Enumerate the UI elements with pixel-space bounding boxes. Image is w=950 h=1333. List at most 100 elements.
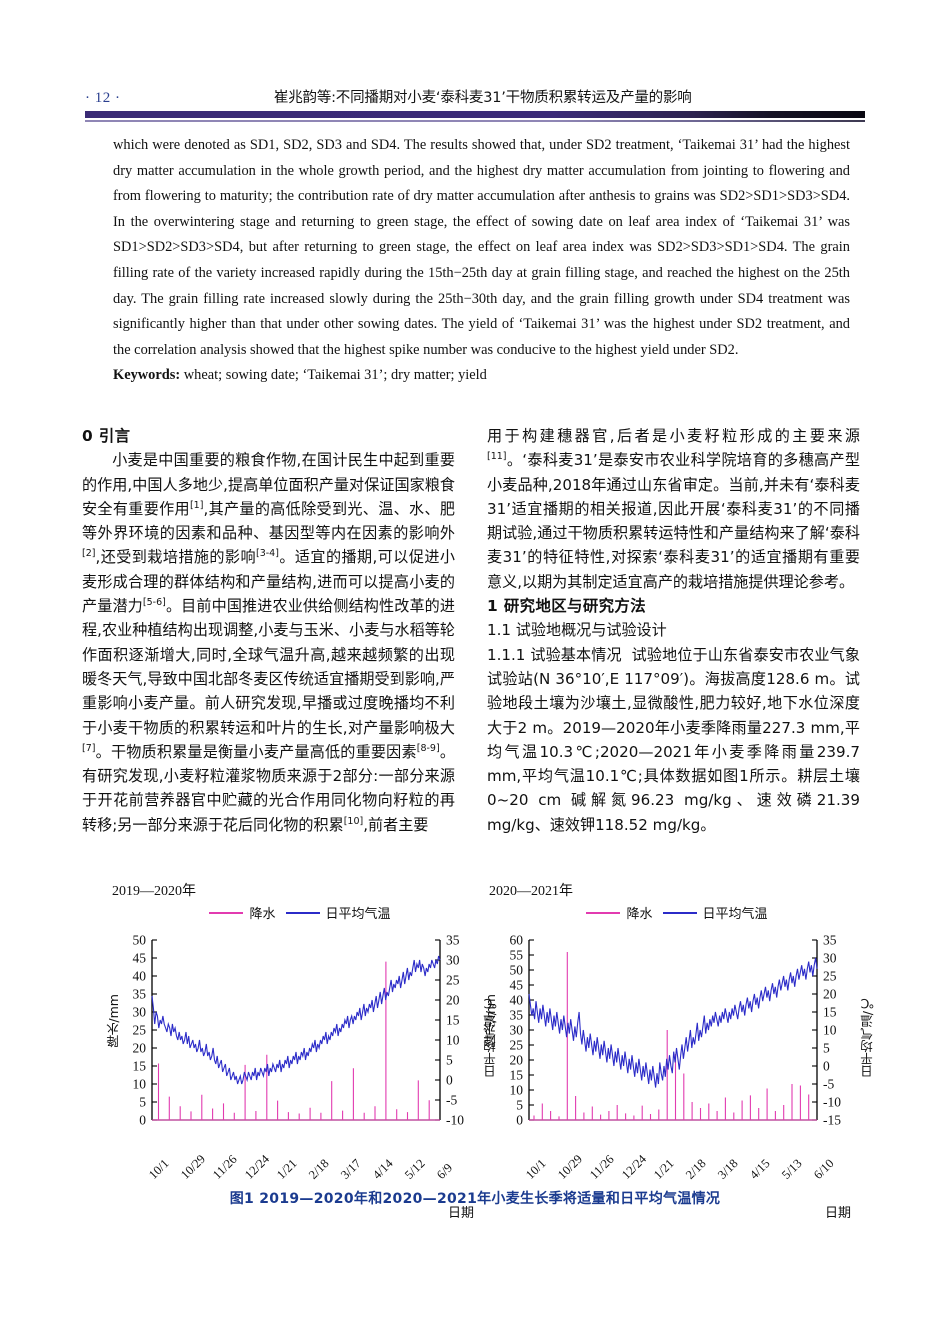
subsection-1-1-1: 1.1.1 试验基本情况 试验地位于山东省泰安市农业气象试验站(N 36°10′… [487, 643, 860, 837]
svg-text:35: 35 [823, 933, 837, 948]
svg-text:-15: -15 [823, 1113, 841, 1128]
intro-cont-part-2: 。‘泰科麦31’是泰安市农业科学院培育的多穗高产型小麦品种,2018年通过山东省… [487, 451, 860, 591]
svg-text:45: 45 [510, 978, 524, 993]
chart-b-plot: 降水/mm 日平均气温/℃ 0 5 10 15 20 25 30 35 40 45 50 55 60 -… [477, 922, 877, 1172]
abstract-block: which were denoted as SD1, SD2, SD3 and … [113, 133, 850, 389]
intro-part-3: ,还受到栽培措施的影响 [95, 548, 256, 567]
svg-text:0: 0 [516, 1113, 523, 1128]
precip-line-swatch-icon [586, 911, 621, 914]
svg-text:45: 45 [133, 951, 147, 966]
legend-label-precip: 降水 [626, 907, 653, 922]
svg-text:35: 35 [510, 1008, 524, 1023]
svg-text:5: 5 [516, 1098, 523, 1113]
svg-text:50: 50 [133, 933, 147, 948]
header-rule-gap [85, 118, 865, 120]
chart-b-ylabel-right: 日平均气温/℃ [860, 996, 875, 1078]
svg-text:-10: -10 [823, 1095, 841, 1110]
svg-text:-5: -5 [446, 1093, 457, 1108]
ref-marker-3: [3-4] [256, 548, 279, 560]
chart-a-xticks: 10/1 10/29 11/26 12/24 1/21 2/18 3/17 4/14 5/12 6… [100, 1152, 500, 1221]
svg-text:20: 20 [133, 1041, 147, 1056]
svg-text:25: 25 [823, 969, 837, 984]
chart-a-legend: 降水 日平均气温 [100, 903, 500, 922]
ref-marker-6: [8-9] [416, 742, 440, 754]
legend-label-temp: 日平均气温 [702, 907, 768, 922]
running-head: · 12 · 崔兆韵等:不同播期对小麦‘泰科麦31’干物质积累转运及产量的影响 [85, 86, 865, 107]
body-column-left: 0 引言 小麦是中国重要的粮食作物,在国计民生中起到重要的作用,中国人多地少,提… [82, 424, 455, 837]
figure-1-group: 2019—2020年 降水 日平均气温 降水/mm 日平均气温/℃ 0 5 10 15… [0, 880, 950, 1221]
keywords-value: wheat; sowing date; ‘Taikemai 31’; dry m… [183, 367, 487, 384]
svg-text:10: 10 [133, 1077, 147, 1092]
svg-text:25: 25 [510, 1038, 524, 1053]
heading-section-1-1: 1.1 试验地概况与试验设计 [487, 621, 667, 640]
ref-marker-11: [11] [487, 451, 507, 463]
heading-section-1: 1 研究地区与研究方法 [487, 597, 646, 616]
svg-text:35: 35 [446, 933, 460, 948]
ref-marker-5: [7] [82, 742, 96, 754]
keywords-label: Keywords: [113, 367, 181, 384]
running-title: 崔兆韵等:不同播期对小麦‘泰科麦31’干物质积累转运及产量的影响 [273, 90, 692, 106]
svg-text:30: 30 [823, 951, 837, 966]
body-column-right: 用于构建穗器官,后者是小麦籽粒形成的主要来源 [11]。‘泰科麦31’是泰安市农业… [487, 424, 860, 837]
svg-text:5: 5 [139, 1095, 146, 1110]
svg-text:-10: -10 [446, 1113, 464, 1128]
svg-text:15: 15 [133, 1059, 147, 1074]
chart-b-legend: 降水 日平均气温 [477, 903, 877, 922]
legend-label-precip: 降水 [249, 907, 276, 922]
svg-text:-5: -5 [823, 1077, 834, 1092]
chart-b-xlabel: 日期 [824, 1206, 851, 1221]
legend-item-precip: 降水 [586, 903, 653, 922]
svg-text:15: 15 [823, 1005, 837, 1020]
svg-text:30: 30 [133, 1005, 147, 1020]
svg-text:5: 5 [823, 1041, 830, 1056]
chart-a-ylabel-left: 降水/mm [106, 994, 121, 1048]
chart-2019-2020: 2019—2020年 降水 日平均气温 降水/mm 日平均气温/℃ 0 5 10 15… [100, 880, 500, 1221]
legend-item-precip: 降水 [209, 903, 276, 922]
chart-b-xticks: 10/1 10/29 11/26 12/24 1/21 2/18 3/18 4/15 5/13 6… [477, 1152, 877, 1221]
header-rule [85, 111, 865, 122]
svg-text:10: 10 [446, 1033, 460, 1048]
figure-caption: 图1 2019—2020年和2020—2021年小麦生长季将适量和日平均气温情况 [229, 1191, 721, 1207]
intro-part-6: 。干物质积累量是衡量小麦产量高低的重要因素 [95, 742, 417, 761]
chart-a-plot: 降水/mm 日平均气温/℃ 0 5 10 15 20 25 30 35 40 45 50 -10 -5… [100, 922, 500, 1172]
svg-text:30: 30 [510, 1023, 524, 1038]
intro-part-8: ,前者主要 [363, 815, 429, 834]
abstract-text: which were denoted as SD1, SD2, SD3 and … [113, 137, 850, 358]
intro-part-4: 。适宜的播期,可以促进小麦形成合理的群体结构和产量结构,进而可以提高小麦的产量潜… [82, 548, 455, 616]
intro-paragraph: 小麦是中国重要的粮食作物,在国计民生中起到重要的作用,中国人多地少,提高单位面积… [82, 448, 455, 837]
intro-part-2: ,其产量的高低除受到光、温、水、肥等外界环境的因素和品种、基因型等内在因素的影响… [82, 499, 455, 543]
temp-line-swatch-icon [285, 911, 320, 914]
ref-marker-4: [5-6] [142, 597, 166, 609]
svg-text:10: 10 [823, 1023, 837, 1038]
svg-text:20: 20 [823, 987, 837, 1002]
svg-text:25: 25 [133, 1023, 147, 1038]
legend-label-temp: 日平均气温 [325, 907, 391, 922]
svg-text:30: 30 [446, 953, 460, 968]
intro-part-5: 。目前中国推进农业供给侧结构性改革的进程,农业种植结构出现调整,小麦与玉米、小麦… [82, 597, 455, 737]
chart-2020-2021: 2020—2021年 降水 日平均气温 降水/mm 日平均气温/℃ 0 5 10 15… [477, 880, 877, 1221]
svg-text:50: 50 [510, 963, 524, 978]
intro-part-7: 。有研究发现,小麦籽粒灌浆物质来源于2部分:一部分来源于开花前营养器官中贮藏的光… [82, 742, 455, 834]
chart-a-canvas: 0 5 10 15 20 25 30 35 40 45 50 -10 -5 0 5 10 15 20 25 30 35 [133, 933, 465, 1128]
svg-text:15: 15 [446, 1013, 460, 1028]
svg-text:60: 60 [510, 933, 524, 948]
legend-item-temp: 日平均气温 [285, 903, 391, 922]
svg-text:20: 20 [446, 993, 460, 1008]
header-rule-primary [85, 111, 865, 118]
svg-text:35: 35 [133, 987, 147, 1002]
svg-text:15: 15 [510, 1068, 524, 1083]
page-number: · 12 · [85, 90, 121, 106]
svg-text:40: 40 [510, 993, 524, 1008]
ref-marker-1: [1] [189, 499, 204, 511]
legend-item-temp: 日平均气温 [662, 903, 768, 922]
intro-part-1: 小麦是中国重要的粮食作物,在国计民生中起到重要的作用,中国人多地少,提高单位面积… [82, 451, 455, 518]
svg-text:0: 0 [446, 1073, 453, 1088]
chart-b-title: 2020—2021年 [489, 884, 573, 899]
svg-text:25: 25 [446, 973, 460, 988]
temp-line-swatch-icon [662, 911, 697, 914]
chart-b-ylabel-left: 降水/mm [483, 994, 498, 1048]
subsection-1-1-1-title: 1.1.1 试验基本情况 [487, 645, 622, 664]
svg-text:40: 40 [133, 969, 147, 984]
